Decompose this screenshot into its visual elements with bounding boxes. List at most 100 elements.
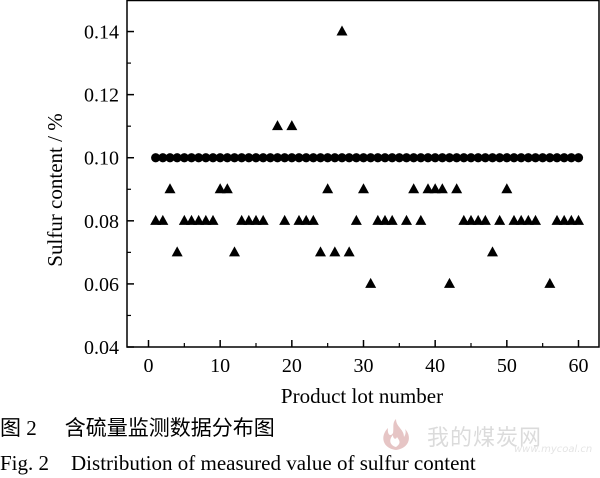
triangle-marker xyxy=(565,214,577,225)
triangle-marker xyxy=(343,246,355,257)
circle-marker xyxy=(208,153,218,163)
triangle-marker xyxy=(479,214,491,225)
x-tick-label: 20 xyxy=(282,355,302,377)
triangle-marker xyxy=(451,183,463,194)
circle-marker xyxy=(495,153,505,163)
circle-marker xyxy=(387,153,397,163)
circle-marker xyxy=(272,153,283,163)
triangle-marker xyxy=(487,246,498,257)
x-tick-label: 40 xyxy=(425,355,445,377)
triangle-marker xyxy=(422,183,434,194)
plot-frame xyxy=(126,0,600,348)
y-axis-label: Sulfur content / % xyxy=(43,113,67,266)
triangle-marker xyxy=(494,214,506,225)
circle-marker xyxy=(237,153,247,163)
triangle-marker xyxy=(307,214,319,225)
triangle-marker xyxy=(200,214,212,225)
triangle-marker xyxy=(164,183,176,194)
triangle-marker xyxy=(150,214,162,225)
triangle-marker xyxy=(243,214,255,225)
circle-marker xyxy=(229,153,240,163)
circle-marker xyxy=(516,153,526,163)
triangle-marker xyxy=(214,183,226,194)
circle-marker xyxy=(301,153,311,163)
circle-marker xyxy=(401,153,412,163)
caption-text-en: Distribution of measured value of sulfur… xyxy=(71,451,476,475)
triangle-marker xyxy=(436,183,448,194)
x-axis-label: Product lot number xyxy=(281,384,443,408)
watermark-url: www.mycoal.cn xyxy=(514,444,593,455)
circle-marker xyxy=(351,153,361,163)
circle-marker xyxy=(466,153,476,163)
y-tick-label: 0.12 xyxy=(84,85,119,107)
watermark-text: 我的煤炭网 xyxy=(427,426,543,451)
circle-marker xyxy=(430,153,440,163)
circle-marker xyxy=(244,153,254,163)
figure-number-en: Fig. 2 xyxy=(0,451,50,475)
x-tick-label: 10 xyxy=(210,355,230,377)
triangle-marker xyxy=(573,214,584,225)
circle-marker xyxy=(423,153,433,163)
circle-marker xyxy=(444,153,455,163)
plot-border xyxy=(126,0,600,348)
circle-marker xyxy=(573,153,584,163)
triangle-marker xyxy=(558,214,570,225)
triangle-marker xyxy=(186,214,197,225)
triangle-marker xyxy=(522,214,534,225)
triangle-marker xyxy=(315,246,326,257)
triangle-marker xyxy=(236,214,248,225)
circle-marker xyxy=(538,153,548,163)
circle-marker xyxy=(523,153,533,163)
circle-marker xyxy=(545,153,555,163)
circle-marker xyxy=(222,153,232,163)
circle-marker xyxy=(366,153,376,163)
triangle-marker xyxy=(515,214,527,225)
circle-marker xyxy=(566,153,576,163)
data-points xyxy=(150,25,584,288)
figure-caption-chinese: 图 2 含硫量监测数据分布图 xyxy=(0,418,275,439)
circle-marker xyxy=(502,153,512,163)
circle-marker xyxy=(358,153,369,163)
circle-marker xyxy=(165,153,175,163)
circle-marker xyxy=(308,153,318,163)
triangle-marker xyxy=(329,246,341,257)
y-axis: 0.04 0.06 0.08 0.10 0.12 0.14 xyxy=(84,22,134,359)
triangle-marker xyxy=(286,120,298,131)
x-tick-label: 0 xyxy=(144,355,154,377)
scatter-chart: 0.04 0.06 0.08 0.10 0.12 0.14 0 10 20 30 40 50 60 P… xyxy=(43,0,600,408)
triangle-marker xyxy=(322,183,334,194)
triangle-marker xyxy=(229,246,240,257)
circle-marker xyxy=(186,153,197,163)
circle-marker xyxy=(409,153,419,163)
triangle-marker xyxy=(408,183,420,194)
circle-marker xyxy=(179,153,189,163)
y-tick-label: 0.10 xyxy=(84,148,119,170)
y-tick-label: 0.06 xyxy=(84,274,119,296)
circle-marker xyxy=(509,153,519,163)
triangle-marker xyxy=(551,214,563,225)
triangle-marker xyxy=(386,214,398,225)
circle-marker xyxy=(344,153,354,163)
triangle-marker xyxy=(336,25,348,36)
triangle-marker xyxy=(257,214,269,225)
triangle-marker xyxy=(365,277,377,288)
circle-marker xyxy=(330,153,340,163)
triangle-marker xyxy=(279,214,291,225)
circle-marker xyxy=(265,153,275,163)
circle-marker xyxy=(452,153,462,163)
circle-marker xyxy=(459,153,469,163)
circle-marker xyxy=(559,153,569,163)
y-tick-label: 0.04 xyxy=(84,337,119,359)
triangle-marker xyxy=(472,214,484,225)
circle-marker xyxy=(215,153,225,163)
circle-marker xyxy=(158,153,168,163)
circle-marker xyxy=(437,153,447,163)
triangle-marker xyxy=(530,214,541,225)
circle-marker xyxy=(294,153,304,163)
circle-marker xyxy=(530,153,541,163)
x-tick-label: 50 xyxy=(497,355,517,377)
triangle-marker xyxy=(171,246,183,257)
circle-marker xyxy=(280,153,290,163)
circle-marker xyxy=(251,153,261,163)
x-tick-label: 60 xyxy=(569,355,589,377)
